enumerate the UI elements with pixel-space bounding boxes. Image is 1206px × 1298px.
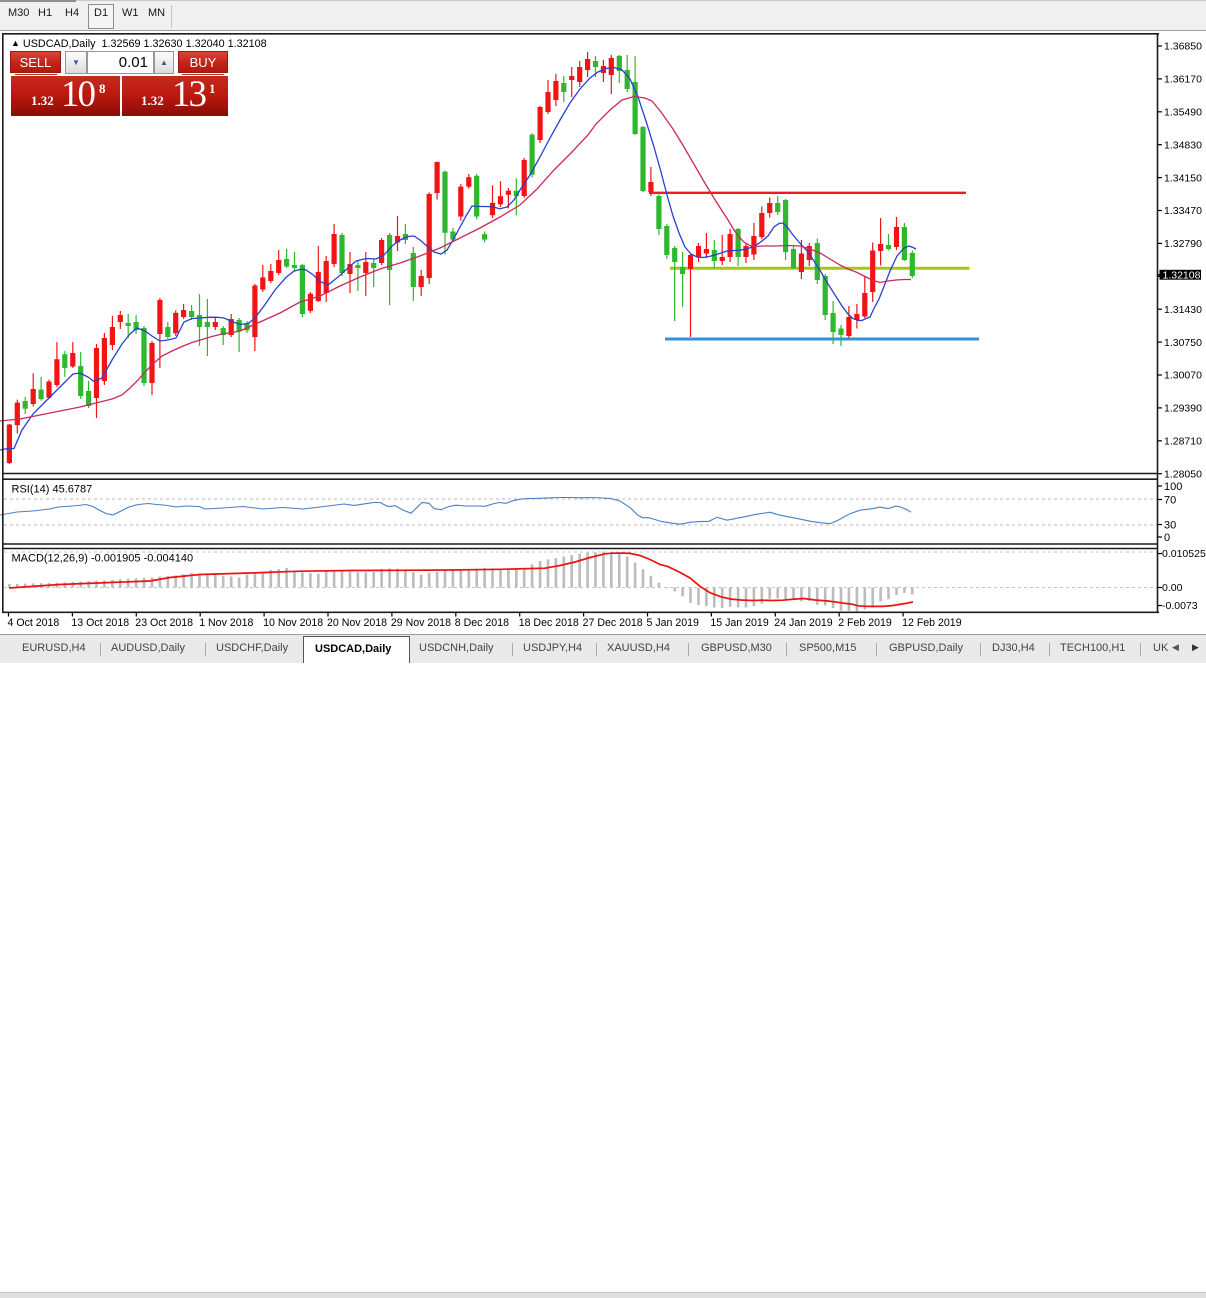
svg-text:2 Feb 2019: 2 Feb 2019 [838,617,892,629]
svg-text:5 Jan 2019: 5 Jan 2019 [647,617,700,629]
svg-text:23 Oct 2018: 23 Oct 2018 [135,617,193,629]
svg-text:70: 70 [1164,494,1176,506]
svg-text:20 Nov 2018: 20 Nov 2018 [327,617,387,629]
svg-text:1.30070: 1.30070 [1164,370,1202,382]
svg-text:0.010525: 0.010525 [1162,548,1206,560]
svg-text:1.36850: 1.36850 [1164,41,1202,53]
svg-text:1.28050: 1.28050 [1164,468,1202,480]
svg-text:-0.0073: -0.0073 [1162,600,1198,612]
svg-text:24 Jan 2019: 24 Jan 2019 [774,617,832,629]
svg-text:29 Nov 2018: 29 Nov 2018 [391,617,451,629]
svg-text:1.30750: 1.30750 [1164,337,1202,349]
svg-text:8 Dec 2018: 8 Dec 2018 [455,617,509,629]
svg-text:1.36170: 1.36170 [1164,74,1202,86]
svg-text:18 Dec 2018: 18 Dec 2018 [519,617,579,629]
svg-text:10 Nov 2018: 10 Nov 2018 [263,617,323,629]
svg-text:12 Feb 2019: 12 Feb 2019 [902,617,962,629]
svg-text:27 Dec 2018: 27 Dec 2018 [583,617,643,629]
svg-text:15 Jan 2019: 15 Jan 2019 [710,617,768,629]
svg-text:0: 0 [1164,532,1170,544]
svg-text:MACD(12,26,9) -0.001905 -0.004: MACD(12,26,9) -0.001905 -0.004140 [12,552,194,564]
svg-text:1.28710: 1.28710 [1164,436,1202,448]
svg-text:100: 100 [1164,481,1182,493]
svg-text:1.29390: 1.29390 [1164,403,1202,415]
svg-text:4 Oct 2018: 4 Oct 2018 [8,617,60,629]
svg-text:0.00: 0.00 [1162,582,1183,594]
svg-text:1.31430: 1.31430 [1164,304,1202,316]
svg-text:1 Nov 2018: 1 Nov 2018 [199,617,253,629]
svg-text:1.32108: 1.32108 [1163,270,1201,282]
svg-text:30: 30 [1164,519,1176,531]
svg-text:1.33470: 1.33470 [1164,205,1202,217]
svg-text:1.34150: 1.34150 [1164,172,1202,184]
svg-text:13 Oct 2018: 13 Oct 2018 [71,617,129,629]
svg-text:1.32790: 1.32790 [1164,238,1202,250]
svg-text:RSI(14) 45.6787: RSI(14) 45.6787 [12,483,93,495]
svg-text:1.35490: 1.35490 [1164,107,1202,119]
svg-text:1.34830: 1.34830 [1164,139,1202,151]
